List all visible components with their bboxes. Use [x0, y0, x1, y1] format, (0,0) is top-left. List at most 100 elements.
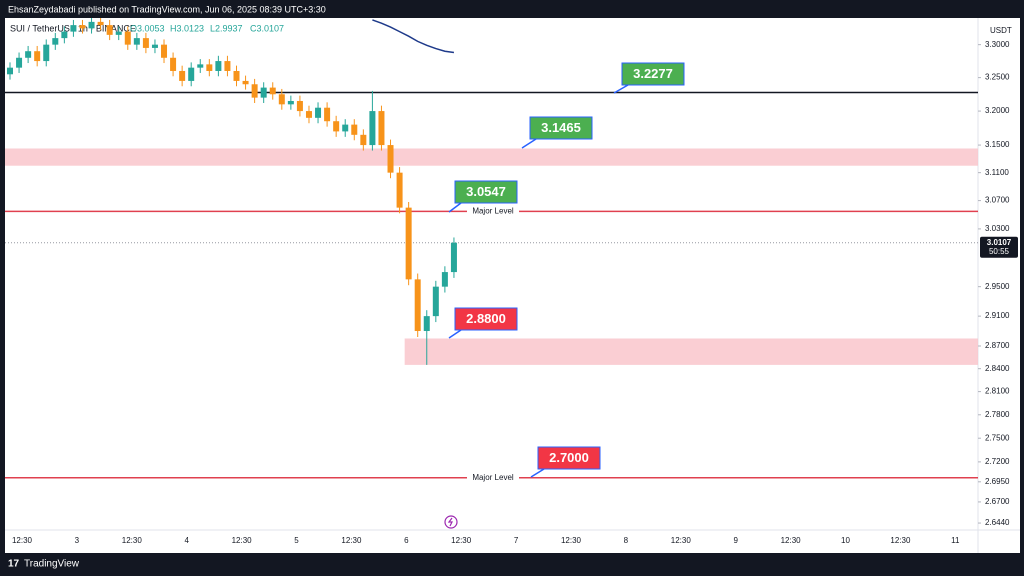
candle-body [432, 286, 439, 317]
candle-body [296, 100, 303, 112]
x-tick-label: 9 [733, 536, 738, 545]
level-text-bg [467, 205, 519, 218]
candle-body [441, 272, 448, 287]
x-tick-label: 5 [294, 536, 299, 545]
candle-body [115, 31, 122, 35]
y-tick-label: 2.6700 [985, 497, 1010, 506]
y-tick-label: 2.9500 [985, 282, 1010, 291]
x-tick-label: 12:30 [451, 536, 472, 545]
candle-body [25, 51, 32, 58]
candle-body [342, 124, 349, 132]
candle-body [396, 172, 403, 208]
y-tick-label: 3.1500 [985, 140, 1010, 149]
candle-body [450, 242, 457, 273]
candle-body [161, 44, 168, 58]
candle-body [7, 67, 13, 75]
callout-pointer [521, 138, 537, 149]
y-tick-label: 3.0700 [985, 196, 1010, 205]
zone [5, 148, 978, 166]
y-tick-label: 2.7200 [985, 457, 1010, 466]
moving-average [372, 19, 455, 54]
countdown: 50:55 [989, 247, 1010, 256]
callout-box [454, 180, 518, 204]
callout-box [621, 62, 685, 86]
candle-body [224, 61, 231, 71]
callout-pointer [448, 329, 462, 339]
x-tick-label: 7 [514, 536, 519, 545]
candle-body [70, 25, 77, 32]
candle-body [414, 279, 421, 332]
candle-body [133, 38, 140, 45]
candle-body [34, 51, 41, 62]
candle-body [151, 44, 158, 48]
y-tick-label: 2.8100 [985, 387, 1010, 396]
candle-body [305, 111, 312, 118]
candle-body [269, 87, 276, 95]
candle-body [197, 64, 204, 68]
ohlc-value: L2.9937 [210, 23, 243, 33]
y-tick-label: 2.6950 [985, 477, 1010, 486]
y-tick-label: 2.8700 [985, 341, 1010, 350]
candle-body [351, 124, 358, 135]
x-tick-label: 12:30 [561, 536, 582, 545]
candle-body [142, 38, 149, 48]
candle-body [61, 31, 68, 39]
candle-body [315, 107, 322, 118]
callout-box [537, 446, 601, 470]
currency: USDT [990, 26, 1012, 35]
logo-mark: 17 [8, 559, 20, 570]
callout-pointer [613, 84, 629, 94]
y-tick-label: 2.7500 [985, 433, 1010, 442]
candle-body [124, 31, 131, 45]
candle-body [242, 80, 249, 85]
candle-body [369, 111, 376, 146]
x-tick-label: 12:30 [671, 536, 692, 545]
event-icon[interactable] [444, 515, 458, 529]
candle-body [360, 134, 367, 146]
level-text: Major Level [472, 206, 514, 215]
x-tick-label: 8 [624, 536, 629, 545]
level-text-bg [467, 471, 519, 484]
ohlc-value: O3.0053 [130, 23, 165, 33]
y-tick-label: 3.0300 [985, 224, 1010, 233]
candle-body [387, 145, 394, 173]
x-tick-label: 4 [184, 536, 189, 545]
chart-area [5, 18, 1020, 553]
x-tick-label: 12:30 [122, 536, 143, 545]
header: EhsanZeydabadi published on TradingView.… [8, 4, 326, 14]
callout-label: 2.8800 [466, 311, 506, 326]
candle-body [170, 57, 177, 71]
callout-label: 3.2277 [633, 66, 673, 81]
price-tag-value: 3.0107 [987, 238, 1012, 247]
candle-body [106, 25, 113, 35]
ohlc-value: C3.0107 [250, 23, 284, 33]
candle-body [188, 67, 195, 81]
y-tick-label: 3.2500 [985, 73, 1010, 82]
candle-body [333, 121, 340, 132]
y-tick-label: 2.9100 [985, 311, 1010, 320]
callout-box [454, 307, 518, 331]
callout-label: 2.7000 [549, 450, 589, 465]
candle-body [179, 70, 186, 81]
candle-body [423, 316, 430, 332]
ohlc-value: H3.0123 [170, 23, 204, 33]
candle-body [233, 70, 240, 81]
candle-body [215, 61, 222, 71]
candle-body [16, 57, 23, 68]
candle-body [278, 94, 285, 105]
candle-body [287, 100, 294, 105]
zone [404, 338, 978, 365]
candle-body [260, 87, 267, 98]
candle-body [405, 207, 412, 280]
y-tick-label: 2.7800 [985, 410, 1010, 419]
candle-body [324, 107, 331, 122]
candle-body [97, 21, 104, 26]
x-tick-label: 3 [75, 536, 80, 545]
x-tick-label: 12:30 [12, 536, 33, 545]
x-tick-label: 12:30 [341, 536, 362, 545]
callout-label: 3.1465 [541, 120, 581, 135]
callout-label: 3.0547 [466, 184, 506, 199]
callout-pointer [448, 202, 462, 213]
